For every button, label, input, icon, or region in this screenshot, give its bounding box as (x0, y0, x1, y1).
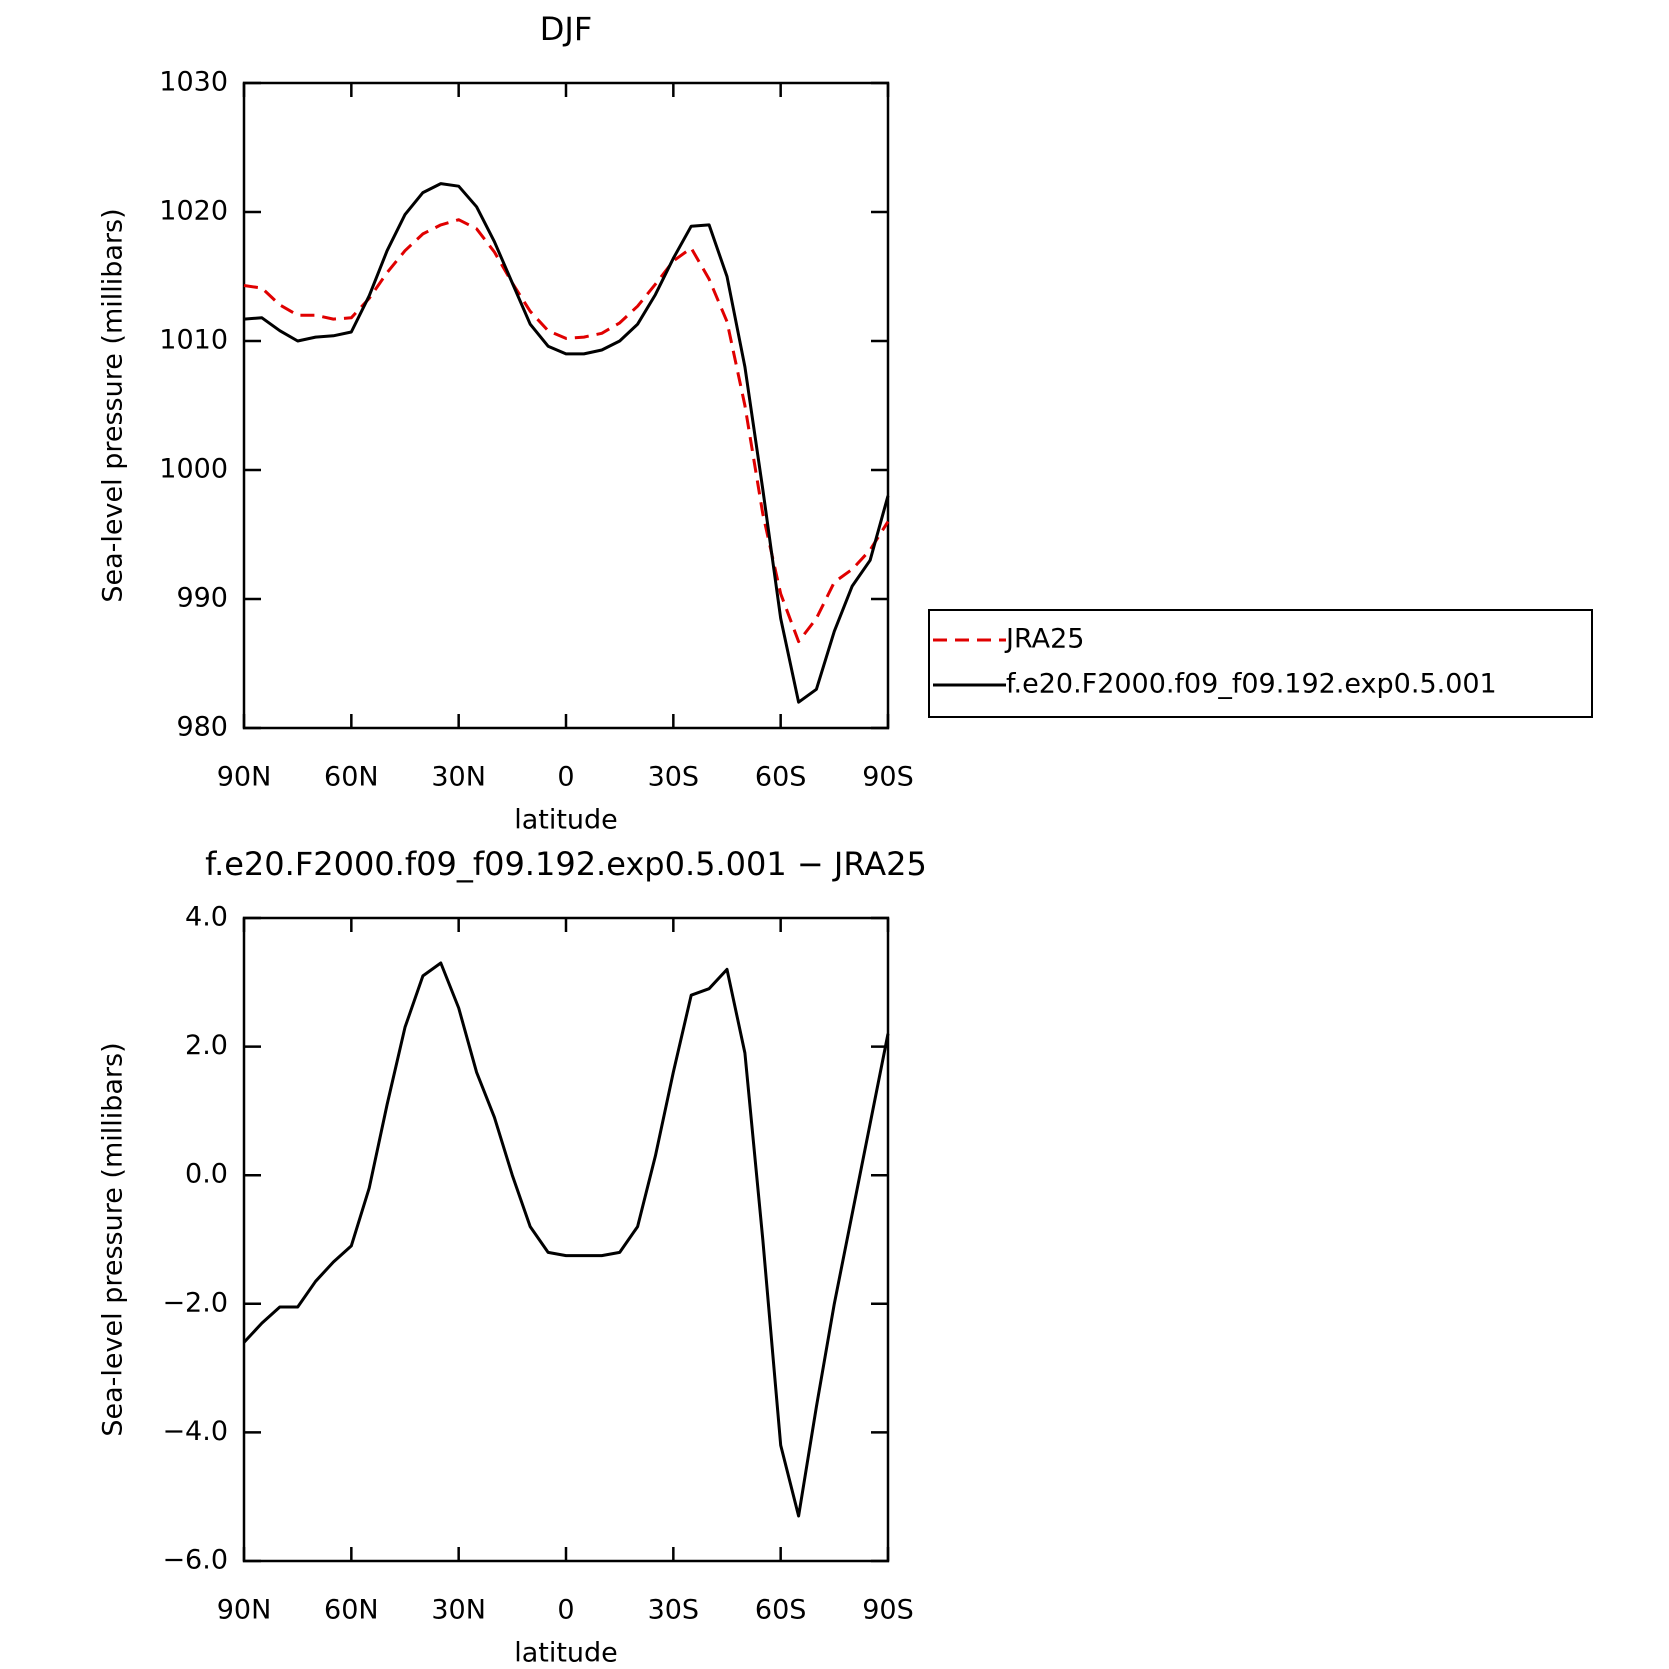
x-axis-label: latitude (514, 805, 618, 836)
y-tick-label: 1030 (159, 67, 228, 98)
chart-title: f.e20.F2000.f09_f09.192.exp0.5.001 − JRA… (205, 845, 927, 883)
y-axis-label: Sea-level pressure (millibars) (98, 1042, 129, 1436)
y-tick-label: 990 (176, 583, 228, 614)
plot-frame (242, 916, 890, 1563)
chart-title: DJF (540, 10, 592, 48)
x-tick-label: 60S (755, 1595, 807, 1626)
y-tick-label: 980 (176, 712, 228, 743)
x-tick-label: 0 (557, 762, 574, 793)
x-tick-label: 90N (217, 762, 272, 793)
x-tick-label: 30S (648, 1595, 700, 1626)
y-tick-label: 1000 (159, 454, 228, 485)
x-axis-label: latitude (514, 1638, 618, 1669)
y-tick-label: 1010 (159, 325, 228, 356)
y-tick-label: 4.0 (185, 902, 228, 933)
y-axis-label: Sea-level pressure (millibars) (98, 208, 129, 602)
y-tick-label: −4.0 (162, 1416, 228, 1447)
x-tick-label: 60N (324, 762, 379, 793)
x-tick-label: 60N (324, 1595, 379, 1626)
legend-label: f.e20.F2000.f09_f09.192.exp0.5.001 (1006, 669, 1497, 700)
x-tick-label: 90S (862, 762, 914, 793)
x-tick-label: 90N (217, 1595, 272, 1626)
y-tick-label: 1020 (159, 196, 228, 227)
y-tick-label: −2.0 (162, 1287, 228, 1318)
y-tick-label: 2.0 (185, 1030, 228, 1061)
x-tick-label: 0 (557, 1595, 574, 1626)
y-tick-label: −6.0 (162, 1545, 228, 1576)
x-tick-label: 90S (862, 1595, 914, 1626)
y-tick-label: 0.0 (185, 1159, 228, 1190)
data-line (242, 961, 890, 1518)
x-tick-label: 60S (755, 762, 807, 793)
data-line (243, 218, 890, 644)
data-line (243, 182, 890, 704)
x-tick-label: 30N (431, 1595, 486, 1626)
plot-frame (242, 81, 890, 730)
x-tick-label: 30S (648, 762, 700, 793)
legend-box (928, 609, 1593, 718)
x-tick-label: 30N (431, 762, 486, 793)
legend-label: JRA25 (1004, 624, 1084, 655)
